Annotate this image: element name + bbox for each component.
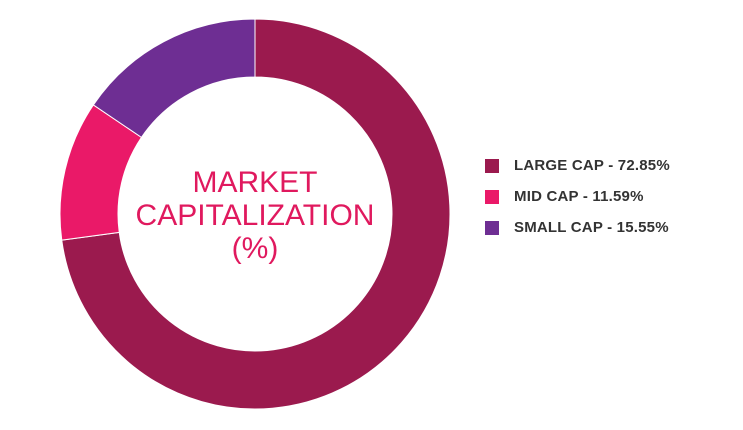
center-title-line-1: MARKET xyxy=(192,166,317,199)
legend-item-large-cap: LARGE CAP - 72.85% xyxy=(485,150,670,181)
legend-label-large-cap: LARGE CAP - 72.85% xyxy=(514,157,670,174)
legend-swatch-large-cap xyxy=(485,158,499,173)
legend-swatch-small-cap xyxy=(485,220,499,235)
donut-slice-small-cap xyxy=(92,18,256,139)
legend-swatch-mid-cap xyxy=(485,189,499,204)
legend-item-mid-cap: MID CAP - 11.59% xyxy=(485,181,670,212)
center-title-line-3: (%) xyxy=(232,232,279,265)
legend: LARGE CAP - 72.85% MID CAP - 11.59% SMAL… xyxy=(485,150,670,243)
legend-label-mid-cap: MID CAP - 11.59% xyxy=(514,188,644,205)
legend-label-small-cap: SMALL CAP - 15.55% xyxy=(514,219,669,236)
center-title-line-2: CAPITALIZATION xyxy=(136,199,375,232)
donut-slice-large-cap xyxy=(61,18,451,410)
donut-slices xyxy=(59,18,451,410)
legend-item-small-cap: SMALL CAP - 15.55% xyxy=(485,212,670,243)
